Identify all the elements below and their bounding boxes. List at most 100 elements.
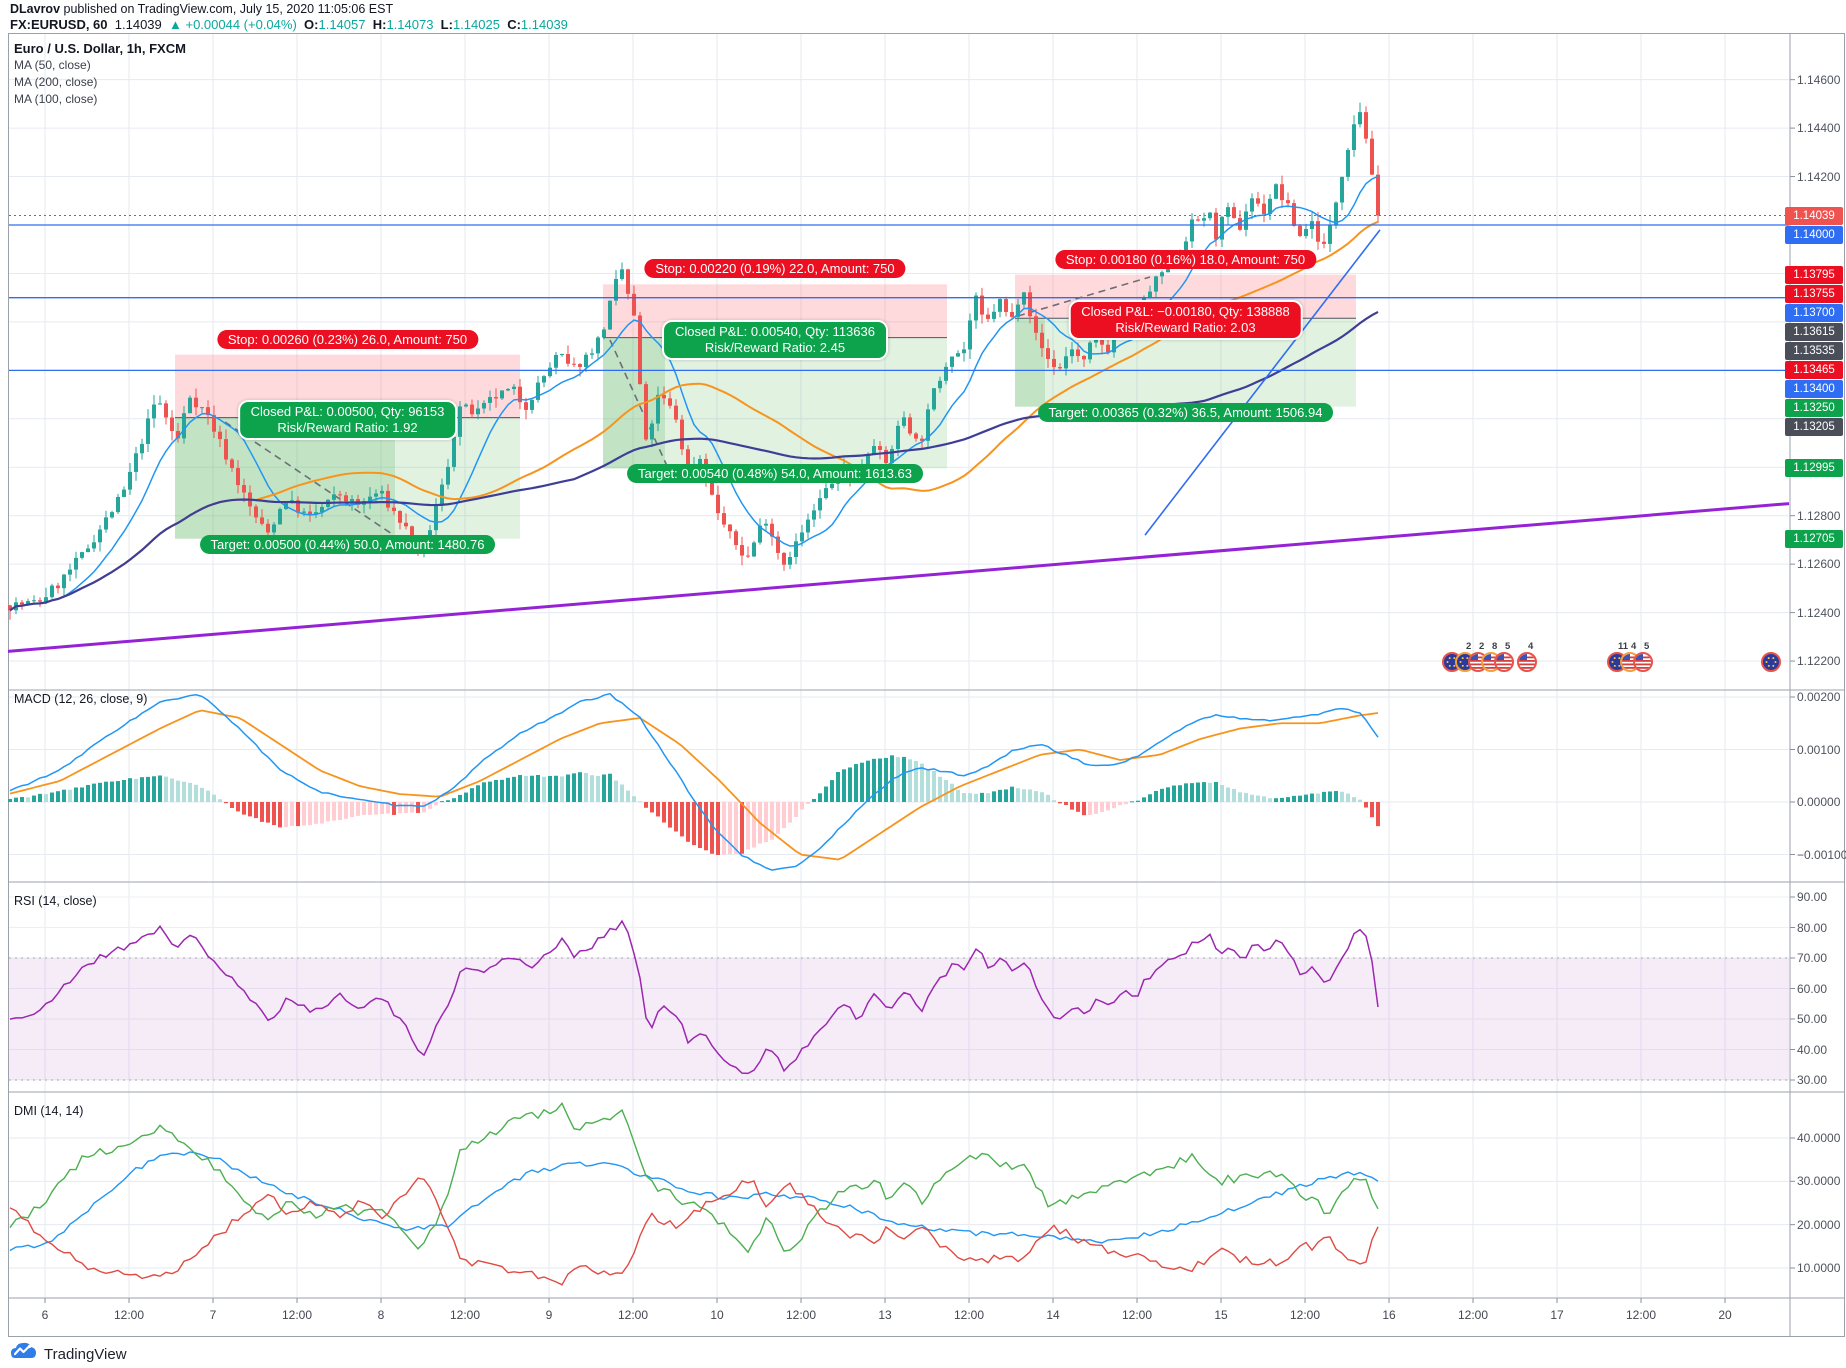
macd-pane-label[interactable]: MACD (12, 26, close, 9) xyxy=(14,692,148,706)
eu-flag-event-icon[interactable] xyxy=(1760,651,1782,673)
macd-histogram-bar xyxy=(740,802,744,854)
macd-histogram-bar xyxy=(1232,788,1236,802)
event-count-badge: 5 xyxy=(1644,641,1650,652)
macd-histogram-bar xyxy=(878,758,882,802)
trade-result-label[interactable]: Closed P&L: 0.00540, Qty: 113636 Risk/Rew… xyxy=(662,319,888,360)
time-axis-label[interactable]: 12:00 xyxy=(1625,1308,1657,1322)
us-flag-event-icon[interactable] xyxy=(1632,651,1654,673)
macd-histogram-bar xyxy=(1070,802,1074,810)
time-axis-label[interactable]: 12:00 xyxy=(617,1308,649,1322)
tradingview-logo-icon xyxy=(10,1341,37,1368)
macd-histogram-bar xyxy=(356,802,360,816)
trade-stop-label[interactable]: Stop: 0.00260 (0.23%) 26.0, Amount: 750 xyxy=(216,329,479,349)
risk-reward-text: Risk/Reward Ratio: 2.45 xyxy=(704,339,846,355)
macd-histogram-bar xyxy=(1286,797,1290,802)
candle xyxy=(446,466,450,485)
macd-histogram-bar xyxy=(128,778,132,802)
candle xyxy=(752,542,756,557)
trade-target-label[interactable]: Target: 0.00500 (0.44%) 50.0, Amount: 14… xyxy=(199,534,496,554)
time-axis-label[interactable]: 12:00 xyxy=(953,1308,985,1322)
trade-target-label[interactable]: Target: 0.00365 (0.32%) 36.5, Amount: 15… xyxy=(1037,402,1334,422)
macd-histogram-bar xyxy=(998,789,1002,802)
macd-histogram-bar xyxy=(1172,785,1176,802)
candle xyxy=(518,386,522,403)
trade-stop-label[interactable]: Stop: 0.00180 (0.16%) 18.0, Amount: 750 xyxy=(1054,249,1317,269)
macd-histogram-bar xyxy=(512,776,516,802)
dmi-pane-label[interactable]: DMI (14, 14) xyxy=(14,1104,84,1118)
author-name: DLavrov xyxy=(10,2,61,16)
ohlc-open-value: 1.14057 xyxy=(318,17,366,32)
candle xyxy=(674,405,678,420)
trade-result-label[interactable]: Closed P&L: 0.00500, Qty: 96153 Risk/Rewa… xyxy=(237,399,458,440)
macd-histogram-bar xyxy=(404,802,408,814)
rsi-pane-label[interactable]: RSI (14, close) xyxy=(14,894,97,908)
time-axis-label[interactable]: 12:00 xyxy=(113,1308,145,1322)
macd-histogram-bar xyxy=(122,780,126,802)
time-axis-label[interactable]: 14 xyxy=(1046,1308,1060,1322)
time-axis-label[interactable]: 8 xyxy=(377,1308,385,1322)
candle xyxy=(302,511,306,513)
time-axis-label[interactable]: 12:00 xyxy=(785,1308,817,1322)
us-flag-event-icon[interactable] xyxy=(1516,651,1538,673)
tradingview-footer[interactable]: TradingView xyxy=(10,1341,127,1368)
trade-target-label[interactable]: Target: 0.00540 (0.48%) 54.0, Amount: 16… xyxy=(627,464,923,484)
time-axis-label[interactable]: 10 xyxy=(710,1308,724,1322)
trade-result-label[interactable]: Closed P&L: −0.00180, Qty: 138888 Risk/Re… xyxy=(1068,300,1303,341)
time-axis-label[interactable]: 6 xyxy=(41,1308,49,1322)
ma-100-legend[interactable]: MA (100, close) xyxy=(14,92,98,106)
candle xyxy=(1340,176,1344,203)
candle xyxy=(866,454,870,469)
candle xyxy=(548,367,552,377)
time-axis-label[interactable]: 15 xyxy=(1214,1308,1228,1322)
macd-histogram-bar xyxy=(1262,796,1266,802)
macd-histogram-bar xyxy=(518,775,522,802)
ohlc-close-value: 1.14039 xyxy=(520,17,568,32)
candle xyxy=(428,530,432,538)
ma-50-legend[interactable]: MA (50, close) xyxy=(14,58,91,72)
symbol-title[interactable]: Euro / U.S. Dollar, 1h, FXCM xyxy=(14,41,186,56)
candle xyxy=(650,423,654,440)
us-flag-event-icon[interactable] xyxy=(1493,651,1515,673)
time-axis-label[interactable]: 9 xyxy=(545,1308,553,1322)
candle xyxy=(230,459,234,469)
time-axis-label[interactable]: 13 xyxy=(878,1308,892,1322)
candle xyxy=(896,425,900,449)
ma-200-legend[interactable]: MA (200, close) xyxy=(14,75,98,89)
trade-stop-label[interactable]: Stop: 0.00220 (0.19%) 22.0, Amount: 750 xyxy=(644,259,906,279)
time-axis-label[interactable]: 17 xyxy=(1550,1308,1564,1322)
macd-histogram-bar xyxy=(1064,802,1068,805)
candle xyxy=(146,418,150,444)
candle xyxy=(770,523,774,537)
time-axis-label[interactable]: 12:00 xyxy=(1121,1308,1153,1322)
price-axis-label: 1.12400 xyxy=(1797,605,1841,620)
macd-histogram-bar xyxy=(116,781,120,802)
macd-histogram-bar xyxy=(554,775,558,802)
time-axis-label[interactable]: 12:00 xyxy=(1289,1308,1321,1322)
macd-histogram-bar xyxy=(710,802,714,854)
macd-histogram-bar xyxy=(32,795,36,802)
price-tag-target: 1.12995 xyxy=(1785,459,1843,478)
time-axis-label[interactable]: 12:00 xyxy=(449,1308,481,1322)
macd-histogram-bar xyxy=(1268,798,1272,802)
candle xyxy=(644,384,648,440)
candle xyxy=(1004,299,1008,312)
candle xyxy=(410,526,414,543)
macd-histogram-bar xyxy=(152,776,156,802)
time-axis-label[interactable]: 16 xyxy=(1382,1308,1396,1322)
candle xyxy=(698,458,702,465)
candle xyxy=(992,311,996,319)
time-axis-label[interactable]: 7 xyxy=(209,1308,217,1322)
time-axis-label[interactable]: 12:00 xyxy=(281,1308,313,1322)
time-axis-label[interactable]: 12:00 xyxy=(1457,1308,1489,1322)
macd-histogram-bar xyxy=(1028,789,1032,802)
candle xyxy=(494,397,498,399)
main-pane-legend[interactable]: Euro / U.S. Dollar, 1h, FXCM MA (50, clo… xyxy=(14,40,186,108)
risk-reward-text: Risk/Reward Ratio: 2.03 xyxy=(1115,320,1256,336)
macd-histogram-bar xyxy=(1304,794,1308,802)
time-axis-label[interactable]: 20 xyxy=(1718,1308,1732,1322)
candle xyxy=(1112,333,1116,353)
macd-histogram-bar xyxy=(260,802,264,822)
chart-frame[interactable] xyxy=(8,33,1845,1337)
candle xyxy=(788,556,792,565)
